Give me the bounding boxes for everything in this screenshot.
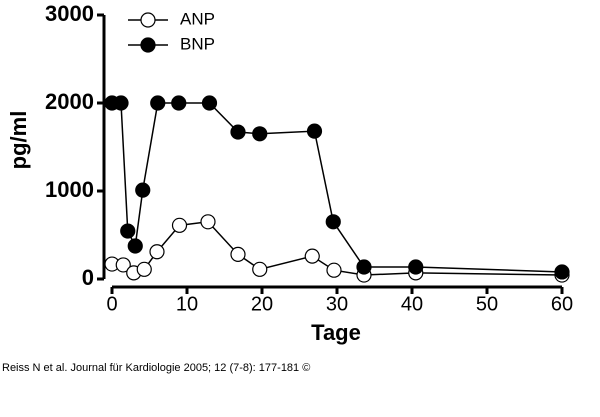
data-point [252,261,268,277]
x-tick-label: 10 [176,293,198,315]
data-point [230,124,246,140]
legend-label: ANP [180,9,215,28]
data-point [554,264,570,280]
x-tick-label: 0 [106,293,117,315]
y-axis-label: pg/ml [6,111,31,170]
data-point [325,214,341,230]
x-tick-label: 20 [251,293,273,315]
data-point [136,261,152,277]
data-point [120,223,136,239]
data-point [113,95,129,111]
data-point [408,259,424,275]
data-point [356,259,372,275]
legend-label: BNP [180,34,215,53]
data-point [201,95,218,111]
series-line [112,102,563,273]
x-tick-label: 60 [551,293,573,315]
y-tick-label: 1000 [45,177,94,202]
y-tick-label: 2000 [45,89,94,114]
data-point [230,246,246,262]
data-point [200,214,216,230]
data-point [306,123,323,139]
x-axis-label: Tage [311,320,361,345]
data-point [150,95,166,111]
x-tick-label: 30 [326,293,348,315]
y-tick-label: 3000 [45,1,94,26]
y-tick-label: 0 [82,265,94,290]
data-point [127,238,143,254]
data-point [115,257,131,273]
caption: Reiss N et al. Journal für Kardiologie 2… [2,362,310,374]
data-point [304,248,320,264]
legend-marker [140,12,156,28]
data-point [149,244,165,260]
legend-marker [140,37,156,53]
data-point [252,126,268,142]
data-point [171,217,188,233]
x-tick-label: 50 [476,293,498,315]
data-point [135,182,151,198]
x-tick-label: 40 [401,293,423,315]
data-point [326,262,342,278]
data-point [171,95,187,111]
